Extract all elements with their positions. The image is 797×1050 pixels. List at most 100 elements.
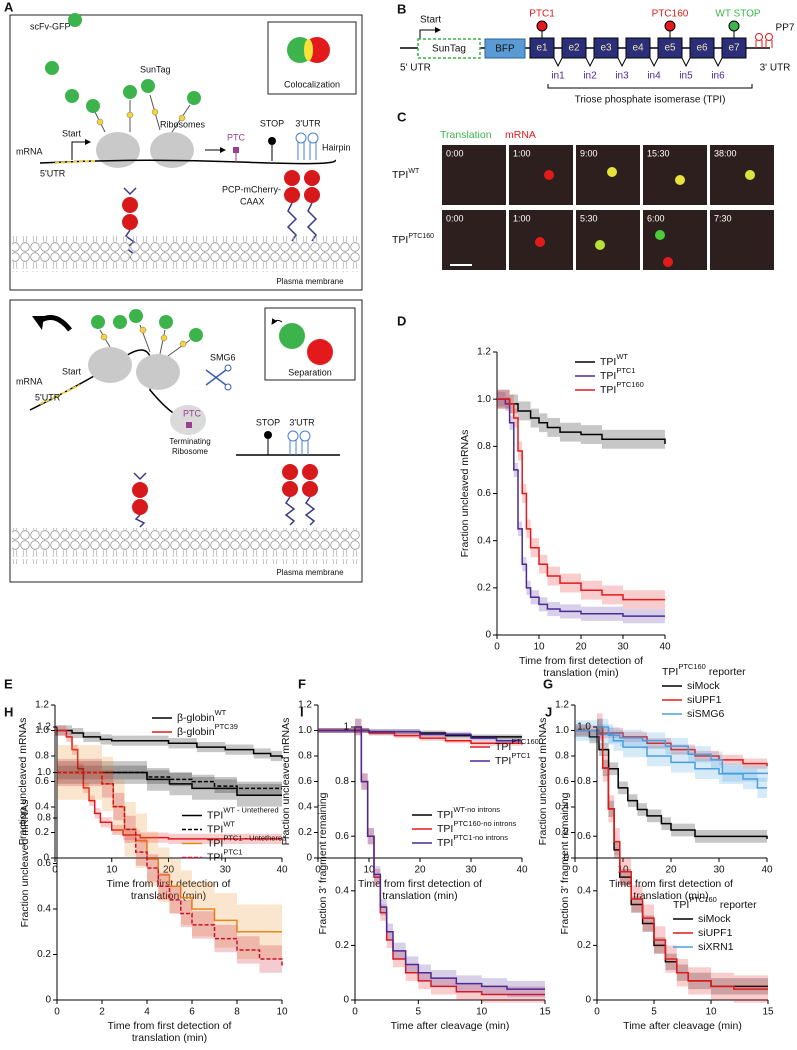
- x-axis-label: Time from first detection of: [108, 1020, 232, 1032]
- row-sup: WT: [408, 168, 420, 175]
- ribosome: [150, 132, 194, 168]
- x-tick-label: 5: [416, 1007, 422, 1018]
- micrograph: [643, 145, 707, 205]
- time-label: 7:30: [714, 213, 732, 223]
- y-tick-label: 0.8: [577, 776, 591, 787]
- label: Hairpin: [322, 142, 351, 152]
- time-label: 15:30: [647, 148, 670, 158]
- panel-label: H: [4, 704, 13, 719]
- line: [575, 729, 768, 839]
- y-axis-label: Fraction uncleaved mRNAs: [19, 800, 31, 928]
- spot: [675, 175, 685, 185]
- x-tick-label: 0: [594, 1007, 600, 1018]
- y-tick-label: 1.0: [37, 767, 51, 778]
- x-tick-label: 0: [54, 1007, 60, 1018]
- y-tick-label: 0.4: [555, 802, 569, 813]
- gfp: [45, 61, 59, 75]
- label: SunTag: [140, 64, 171, 74]
- y-axis-label: Fraction uncleaved mRNAs: [459, 430, 471, 558]
- legend-name: TPI: [437, 809, 453, 821]
- time-label: 9:00: [580, 148, 598, 158]
- x-tick-label: 10: [363, 865, 375, 876]
- line: [55, 729, 282, 840]
- intron-label: in4: [647, 71, 661, 82]
- y-tick-label: 0: [563, 853, 569, 864]
- confidence-band: [497, 389, 665, 610]
- label: PP7: [776, 23, 795, 34]
- spot: [595, 240, 605, 250]
- panel-label: C: [397, 109, 407, 124]
- confidence-band: [597, 718, 768, 782]
- y-tick-label: 1.0: [35, 725, 49, 736]
- exon-label: e1: [536, 43, 548, 54]
- legend-label: TPIPTC160: [495, 737, 539, 752]
- x-tick-label: 10: [617, 865, 629, 876]
- micrograph: [710, 145, 774, 205]
- scissors: [224, 364, 232, 372]
- y-tick-label: 1.0: [555, 725, 569, 736]
- intron-label: in3: [615, 71, 629, 82]
- legend-sup: PTC160: [511, 737, 539, 746]
- legend-label: TPIPTC1: [600, 366, 636, 381]
- legend-label: siUPF1: [698, 927, 733, 939]
- legend-name: TPI: [495, 741, 511, 753]
- intron: [617, 57, 627, 68]
- spot: [663, 257, 673, 267]
- exon: [689, 37, 715, 59]
- legend-name: TPI: [207, 851, 223, 863]
- spot: [307, 339, 333, 365]
- x-tick-label: 0: [494, 642, 500, 653]
- line: [55, 729, 283, 759]
- line: [355, 726, 545, 996]
- time-label: 0:00: [446, 148, 464, 158]
- x-tick-label: 30: [220, 865, 232, 876]
- label: Triose phosphate isomerase (TPI): [575, 95, 726, 106]
- panel-label: G: [543, 676, 553, 691]
- intron: [649, 57, 659, 68]
- utr: [54, 160, 96, 164]
- legend-name: β-globin: [177, 712, 215, 724]
- x-tick-label: 0: [352, 1007, 358, 1018]
- legend-name: TPI: [437, 837, 453, 849]
- legend-label: siMock: [687, 680, 720, 692]
- row-name: TPI: [392, 234, 408, 246]
- legend-sup: PTC160: [678, 662, 706, 671]
- label: SMG6: [210, 352, 236, 362]
- panel-label: J: [545, 704, 552, 719]
- scissors: [224, 383, 232, 391]
- legend-sup: PTC1 - Untethered: [223, 834, 286, 843]
- x-tick-label: 10: [705, 1007, 717, 1018]
- legend-label: β-globinPTC39: [177, 722, 238, 737]
- legend-sup: WT: [616, 352, 628, 361]
- gfp: [65, 89, 79, 103]
- legend-label: TPIPTC1: [495, 751, 531, 766]
- y-tick-label: 0.8: [477, 441, 491, 452]
- ribosome: [170, 405, 206, 435]
- label: WT STOP: [715, 9, 761, 20]
- x-axis-label: Time from first detection of: [609, 878, 733, 890]
- y-tick-label: 0: [343, 995, 349, 1006]
- micrograph: [509, 145, 573, 205]
- panel-b: B Start SunTag BFP 5' UTR 3' UTR PTC1 PT…: [397, 1, 795, 105]
- legend-label: TPIWT - Untethered: [207, 806, 279, 821]
- intron-label: in1: [551, 71, 565, 82]
- confidence-band: [355, 718, 545, 1003]
- legend-sup: WT: [223, 820, 235, 829]
- y-tick-label: 0.4: [477, 535, 491, 546]
- micrograph: [442, 145, 506, 205]
- legend-label: TPIWT: [207, 820, 235, 835]
- hairpin: [295, 132, 319, 160]
- label: PCP-mCherry-: [222, 184, 281, 194]
- legend-sup: PTC1: [511, 751, 530, 760]
- inset-label: Colocalization: [284, 79, 340, 89]
- row-sup: PTC160: [408, 233, 434, 240]
- y-tick-label: 0.6: [477, 488, 491, 499]
- y-axis-label: Fraction 3' fragment remaining: [317, 792, 329, 934]
- ribosome: [96, 132, 140, 168]
- ribosome: [88, 347, 132, 383]
- spot: [544, 170, 554, 180]
- line: [575, 729, 768, 767]
- legend-name: TPI: [207, 823, 223, 835]
- panel-a: A Colocalization scFv-GFP SunTag Ribosom…: [4, 0, 363, 583]
